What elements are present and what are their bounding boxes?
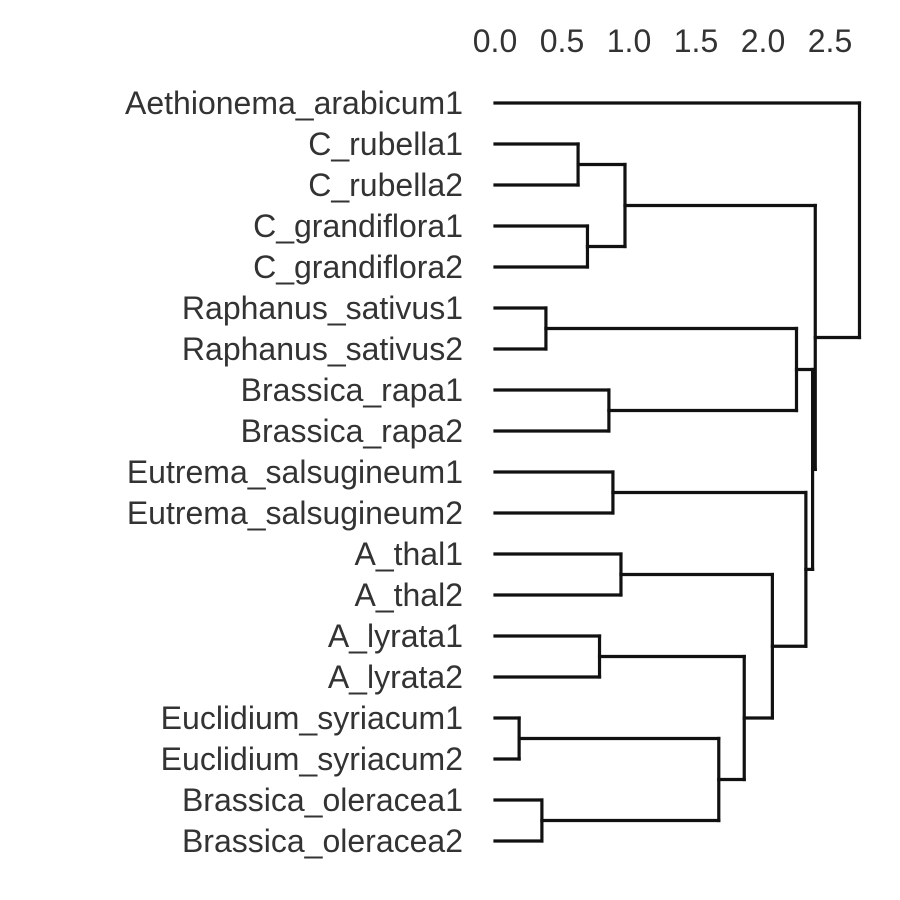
leaf-labels: Aethionema_arabicum1 C_rubella1 C_rubella2… bbox=[125, 85, 463, 859]
leaf-label: A_thal1 bbox=[354, 536, 463, 572]
leaf-label: Raphanus_sativus2 bbox=[182, 331, 463, 367]
leaf-label: Raphanus_sativus1 bbox=[182, 290, 463, 326]
leaf-label: Euclidium_syriacum1 bbox=[161, 700, 463, 736]
axis-tick-label: 1.0 bbox=[607, 23, 651, 59]
leaf-label: C_rubella2 bbox=[308, 167, 463, 203]
axis-tick-label: 0.5 bbox=[540, 23, 584, 59]
leaf-label: A_lyrata1 bbox=[328, 618, 463, 654]
axis-tick-label: 1.5 bbox=[674, 23, 718, 59]
leaf-label: Brassica_oleracea1 bbox=[182, 782, 463, 818]
axis-tick-label: 0.0 bbox=[473, 23, 517, 59]
leaf-label: Euclidium_syriacum2 bbox=[161, 741, 463, 777]
leaf-label: C_grandiflora1 bbox=[253, 208, 463, 244]
leaf-label: Aethionema_arabicum1 bbox=[125, 85, 463, 121]
leaf-label: Eutrema_salsugineum1 bbox=[127, 454, 463, 490]
leaf-label: C_grandiflora2 bbox=[253, 249, 463, 285]
leaf-label: Brassica_rapa1 bbox=[241, 372, 463, 408]
axis-tick-label: 2.0 bbox=[741, 23, 785, 59]
tree-branches bbox=[493, 101, 862, 843]
distance-axis: 0.0 0.5 1.0 1.5 2.0 2.5 bbox=[473, 23, 852, 59]
leaf-label: A_lyrata2 bbox=[328, 659, 463, 695]
leaf-label: Brassica_rapa2 bbox=[241, 413, 463, 449]
leaf-label: Eutrema_salsugineum2 bbox=[127, 495, 463, 531]
leaf-label: C_rubella1 bbox=[308, 126, 463, 162]
leaf-label: A_thal2 bbox=[354, 577, 463, 613]
axis-tick-label: 2.5 bbox=[808, 23, 852, 59]
leaf-label: Brassica_oleracea2 bbox=[182, 823, 463, 859]
